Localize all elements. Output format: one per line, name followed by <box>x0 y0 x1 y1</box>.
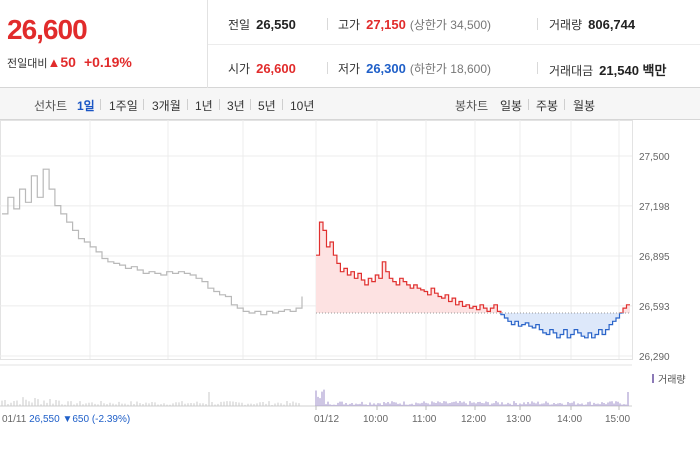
change-percent: +0.19% <box>83 54 132 70</box>
prev-day-caption: 01/11 26,550 ▼650 (-2.39%) <box>2 414 130 425</box>
low-label: 저가 <box>338 62 361 76</box>
x-tick-label: 10:00 <box>363 414 388 425</box>
x-tick-label: 11:00 <box>412 414 437 425</box>
prev-close: 전일 26,550 <box>228 16 296 33</box>
divider <box>327 18 328 30</box>
x-tick-label: 12:00 <box>461 414 486 425</box>
amount-label: 거래대금 <box>549 64 594 78</box>
candle-weekly[interactable]: 주봉 <box>536 99 559 113</box>
period-selector-bar: 선차트 1일 1주일 3개월 1년 3년 5년 10년 봉차트 일봉 주봉 월봉 <box>0 88 700 120</box>
volume-legend-label: 거래량 <box>658 374 686 386</box>
today-line-down <box>500 313 624 339</box>
change-label: 전일대비 <box>7 58 48 70</box>
up-triangle-icon: ▲ <box>47 55 61 70</box>
divider <box>327 62 328 74</box>
volume-value: 806,744 <box>588 17 636 32</box>
price-summary: 26,600 전일대비▲50 +0.19% 전일 26,550 고가 27,150 (상… <box>0 0 700 88</box>
candle-monthly[interactable]: 월봉 <box>573 99 596 113</box>
y-tick-label: 26,290 <box>639 352 670 363</box>
volume-label: 거래량 <box>549 18 583 32</box>
divider <box>537 62 538 74</box>
low-value: 26,300 <box>366 61 406 76</box>
today-line-up <box>316 221 630 314</box>
prev-day-caption-part: ▼ <box>62 414 72 425</box>
change-row: 전일대비▲50 +0.19% <box>7 54 132 71</box>
divider <box>187 99 188 110</box>
price-chart: 27,500 27,198 26,895 26,593 26,290 거래량 01/12 10… <box>0 120 686 425</box>
up-area-fill <box>316 222 630 314</box>
period-1day[interactable]: 1일 <box>77 99 95 113</box>
divider <box>100 99 101 110</box>
x-tick-label: 14:00 <box>557 414 582 425</box>
current-price: 26,600 <box>7 14 88 45</box>
divider <box>282 99 283 110</box>
open-label: 시가 <box>228 62 251 76</box>
high-price: 고가 27,150 (상한가 34,500) <box>338 16 491 33</box>
upper-limit: (상한가 34,500) <box>409 18 492 32</box>
divider <box>219 99 220 110</box>
period-5year[interactable]: 5년 <box>258 99 276 113</box>
divider <box>250 99 251 110</box>
period-1year[interactable]: 1년 <box>195 99 213 113</box>
prev-day-caption-part: 26,550 <box>26 414 62 425</box>
prev-day-line <box>2 168 303 316</box>
down-area-fill <box>316 313 630 338</box>
volume-legend-marker <box>652 374 654 383</box>
period-10year[interactable]: 10년 <box>290 99 315 113</box>
period-3month[interactable]: 3개월 <box>152 99 181 113</box>
current-price-box: 26,600 전일대비▲50 +0.19% <box>0 0 208 88</box>
amount-value: 21,540 백만 <box>599 63 667 78</box>
high-value: 27,150 <box>366 17 406 32</box>
volume: 거래량 806,744 <box>549 16 635 33</box>
divider <box>564 99 565 110</box>
prev-close-value: 26,550 <box>256 17 296 32</box>
candle-daily[interactable]: 일봉 <box>500 99 523 113</box>
divider <box>143 99 144 110</box>
open-price: 시가 26,600 <box>228 60 296 77</box>
y-tick-label: 26,895 <box>639 252 670 263</box>
y-tick-label: 27,198 <box>639 202 670 213</box>
open-value: 26,600 <box>256 61 296 76</box>
prev-day-caption-part: 01/11 <box>2 414 27 425</box>
x-tick-label: 01/12 <box>314 414 339 425</box>
y-tick-label: 27,500 <box>639 152 670 163</box>
low-price: 저가 26,300 (하한가 18,600) <box>338 60 491 77</box>
period-1week[interactable]: 1주일 <box>109 99 138 113</box>
period-3year[interactable]: 3년 <box>227 99 245 113</box>
high-label: 고가 <box>338 18 361 32</box>
prev-day-caption-part: (-2.39%) <box>92 414 130 425</box>
prev-day-caption-part: 650 <box>72 414 91 425</box>
divider <box>537 18 538 30</box>
lower-limit: (하한가 18,600) <box>409 62 492 76</box>
line-chart-label: 선차트 <box>34 99 68 113</box>
y-tick-label: 26,593 <box>639 302 670 313</box>
x-tick-label: 13:00 <box>506 414 531 425</box>
x-tick-label: 15:00 <box>605 414 630 425</box>
trade-amount: 거래대금 21,540 백만 <box>549 60 666 79</box>
divider <box>528 99 529 110</box>
candle-chart-label: 봉차트 <box>455 99 489 113</box>
change-value: 50 <box>60 54 76 70</box>
prev-close-label: 전일 <box>228 18 251 32</box>
summary-divider <box>208 44 700 45</box>
